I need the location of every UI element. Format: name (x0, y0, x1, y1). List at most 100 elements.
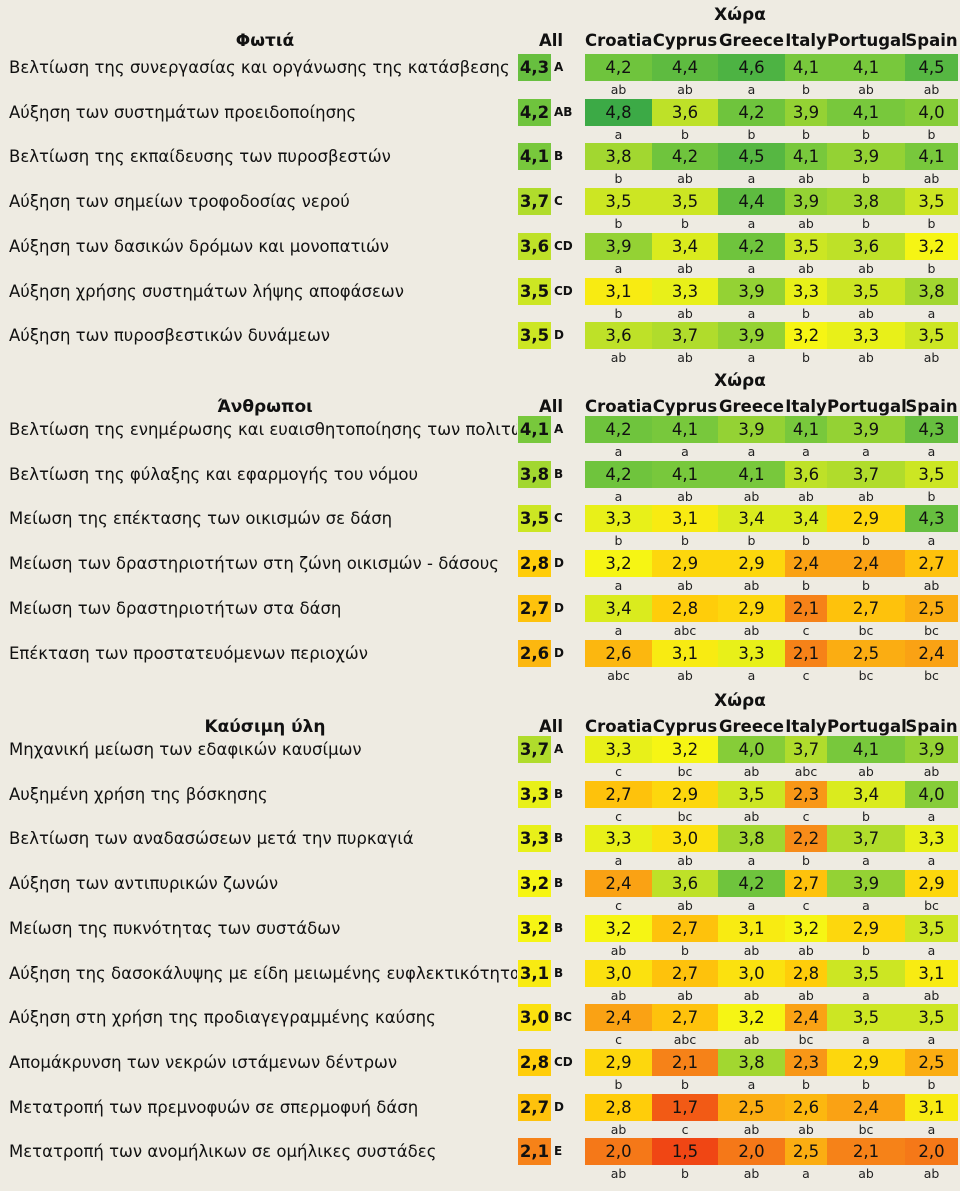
all-column-header: All (538, 31, 564, 50)
value-cell-greece: 3,0 (718, 960, 785, 987)
value-cell-cyprus: 3,5 (652, 188, 718, 215)
significance-letters-italy: ab (798, 489, 814, 504)
value-cell-portugal: 3,3 (827, 322, 905, 349)
significance-letters-spain: b (927, 489, 936, 504)
value-cell-italy: 2,1 (785, 595, 827, 622)
significance-letters-spain: a (927, 444, 936, 459)
value-cell-italy: 2,8 (785, 960, 827, 987)
significance-letters-croatia: a (614, 623, 623, 638)
significance-letters-italy: ab (798, 1122, 814, 1137)
all-value-cell: 3,8 (518, 461, 551, 488)
value-cell-greece: 3,9 (718, 278, 785, 305)
significance-letters-portugal: bc (858, 623, 874, 638)
significance-letters-spain: b (927, 261, 936, 276)
value-cell-cyprus: 4,1 (652, 416, 718, 443)
row-label: Βελτίωση της εκπαίδευσης των πυροσβεστών (9, 147, 391, 166)
significance-letters-cyprus: b (681, 127, 689, 142)
value-cell-greece: 4,1 (718, 461, 785, 488)
significance-letters-greece: a (747, 82, 756, 97)
value-cell-croatia: 2,7 (585, 781, 652, 808)
value-cell-spain: 3,8 (905, 278, 958, 305)
significance-letters-croatia: b (614, 216, 623, 231)
section-title: Καύσιμη ύλη (204, 717, 326, 737)
value-cell-cyprus: 3,7 (652, 322, 718, 349)
significance-letters-croatia: b (614, 1077, 623, 1092)
all-value-cell: 3,2 (518, 870, 551, 897)
all-value-cell: 3,3 (518, 825, 551, 852)
significance-letters-croatia: ab (610, 1122, 627, 1137)
value-cell-greece: 2,9 (718, 550, 785, 577)
row-label: Βελτίωση της φύλαξης και εφαρμογής του ν… (9, 465, 419, 484)
all-column-header: All (538, 717, 564, 736)
value-cell-greece: 3,4 (718, 505, 785, 532)
significance-letters-greece: ab (743, 623, 760, 638)
value-cell-cyprus: 2,8 (652, 595, 718, 622)
country-header-spain: Spain (905, 397, 958, 416)
value-cell-portugal: 2,5 (827, 640, 905, 667)
value-cell-cyprus: 1,7 (652, 1094, 718, 1121)
significance-letters-portugal: bc (858, 668, 874, 683)
value-cell-greece: 3,8 (718, 825, 785, 852)
significance-letters-greece: ab (743, 988, 760, 1003)
significance-letters-portugal: b (862, 216, 870, 231)
value-cell-croatia: 3,1 (585, 278, 652, 305)
significance-letters-spain: ab (923, 350, 940, 365)
row-label: Αύξηση των συστημάτων προειδοποίησης (9, 103, 357, 122)
all-group-letter: D (554, 556, 564, 570)
value-cell-spain: 3,5 (905, 1004, 958, 1031)
value-cell-cyprus: 3,1 (652, 640, 718, 667)
value-cell-cyprus: 2,1 (652, 1049, 718, 1076)
significance-letters-spain: a (927, 809, 936, 824)
significance-letters-portugal: ab (858, 82, 874, 97)
row-label: Βελτίωση της συνεργασίας και οργάνωσης τ… (9, 58, 510, 77)
significance-letters-greece: a (747, 350, 756, 365)
value-cell-italy: 4,1 (785, 54, 827, 81)
value-cell-italy: 2,1 (785, 640, 827, 667)
significance-letters-croatia: a (614, 489, 623, 504)
value-cell-italy: 2,3 (785, 781, 827, 808)
value-cell-greece: 4,0 (718, 736, 785, 763)
row-label: Αύξηση των αντιπυρικών ζωνών (9, 874, 279, 893)
value-cell-portugal: 3,8 (827, 188, 905, 215)
value-cell-greece: 3,1 (718, 915, 785, 942)
all-group-letter: B (554, 787, 564, 801)
value-cell-cyprus: 3,3 (652, 278, 718, 305)
significance-letters-portugal: ab (858, 1166, 874, 1181)
significance-letters-croatia: ab (610, 943, 627, 958)
value-cell-croatia: 3,0 (585, 960, 652, 987)
country-header-portugal: Portugal (827, 397, 907, 416)
row-label: Μείωση των δραστηριοτήτων στα δάση (9, 599, 342, 618)
all-value-cell: 4,1 (518, 416, 551, 443)
significance-letters-italy: ab (798, 988, 814, 1003)
significance-letters-croatia: c (615, 809, 622, 824)
value-cell-greece: 3,5 (718, 781, 785, 808)
significance-letters-cyprus: bc (677, 809, 693, 824)
significance-letters-croatia: ab (610, 1166, 627, 1181)
significance-letters-croatia: a (614, 444, 623, 459)
value-cell-croatia: 2,0 (585, 1138, 652, 1165)
significance-letters-spain: a (927, 853, 936, 868)
significance-letters-greece: a (747, 216, 756, 231)
country-header-croatia: Croatia (585, 31, 653, 50)
value-cell-cyprus: 4,2 (652, 143, 718, 170)
value-cell-spain: 3,5 (905, 188, 958, 215)
value-cell-italy: 3,4 (785, 505, 827, 532)
row-label: Αύξηση στη χρήση της προδιαγεγραμμένης κ… (9, 1008, 436, 1027)
value-cell-croatia: 2,9 (585, 1049, 652, 1076)
country-header-italy: Italy (785, 397, 827, 416)
value-cell-portugal: 3,5 (827, 960, 905, 987)
significance-letters-cyprus: ab (677, 82, 693, 97)
significance-letters-spain: ab (923, 1166, 940, 1181)
row-label: Αύξηση της δασοκάλυψης με είδη μειωμένης… (9, 964, 517, 983)
significance-letters-greece: ab (743, 764, 760, 779)
value-cell-portugal: 4,1 (827, 736, 905, 763)
all-group-letter: A (554, 422, 564, 436)
significance-letters-croatia: a (614, 127, 623, 142)
value-cell-spain: 2,5 (905, 1049, 958, 1076)
significance-letters-spain: ab (923, 988, 940, 1003)
significance-letters-portugal: ab (858, 306, 874, 321)
value-cell-greece: 2,5 (718, 1094, 785, 1121)
value-cell-greece: 2,9 (718, 595, 785, 622)
all-group-letter: BC (554, 1010, 572, 1024)
significance-letters-greece: a (747, 668, 756, 683)
